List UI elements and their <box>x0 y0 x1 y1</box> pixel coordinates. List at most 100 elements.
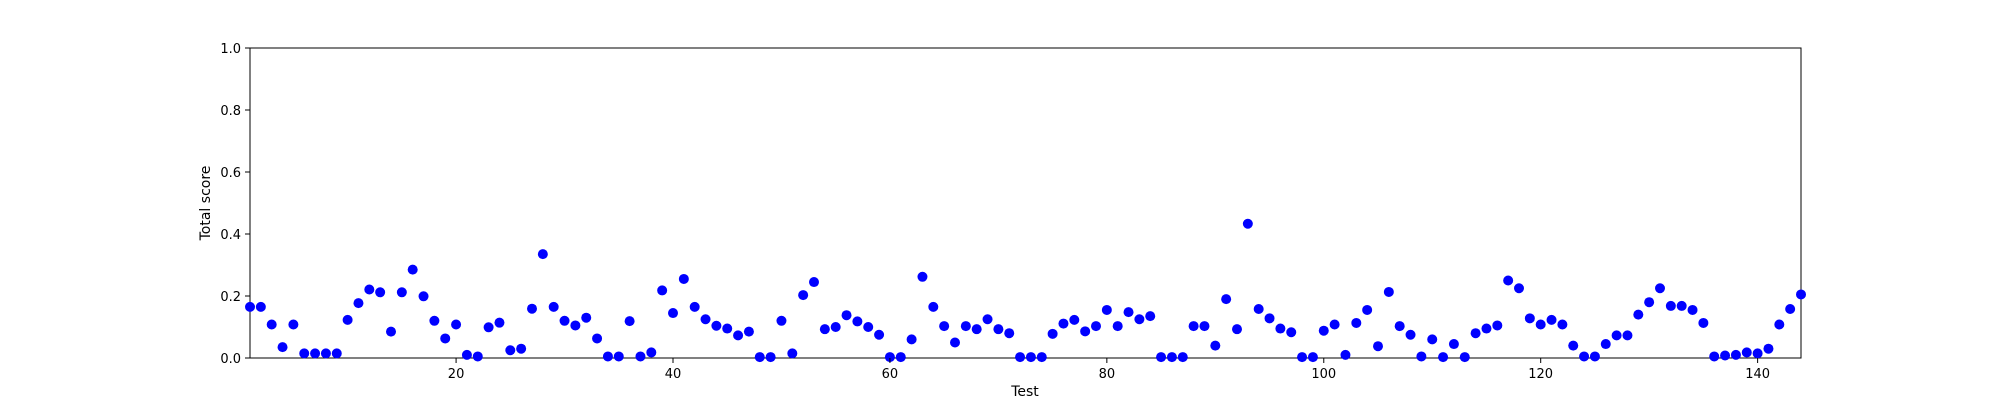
data-point <box>1709 351 1720 362</box>
data-point <box>852 316 863 327</box>
data-point <box>1156 352 1167 363</box>
data-point <box>1025 352 1036 363</box>
data-point <box>678 273 689 284</box>
data-point <box>1362 304 1373 315</box>
data-point <box>1069 314 1080 325</box>
data-point <box>1774 319 1785 330</box>
data-point <box>841 310 852 321</box>
data-point <box>527 303 537 314</box>
data-point <box>928 301 939 312</box>
data-point <box>1373 341 1383 352</box>
data-point <box>1557 319 1568 330</box>
data-point <box>570 320 581 331</box>
data-point <box>1318 325 1329 336</box>
data-point <box>1763 343 1774 354</box>
data-point <box>1741 347 1752 358</box>
data-point <box>993 324 1004 335</box>
data-point <box>1427 334 1438 345</box>
data-point <box>1633 309 1644 320</box>
y-axis-label: Total score <box>198 166 214 242</box>
data-point <box>342 314 353 325</box>
x-tick-label: 80 <box>1099 367 1116 382</box>
data-point <box>516 343 527 354</box>
data-point <box>1340 349 1351 360</box>
data-point <box>1101 304 1112 315</box>
x-tick-label: 20 <box>448 367 465 382</box>
data-point <box>1199 321 1210 332</box>
data-point <box>277 342 288 353</box>
data-point <box>1785 304 1796 315</box>
data-point <box>1524 313 1535 324</box>
data-point <box>1568 340 1579 351</box>
data-point <box>1470 328 1481 339</box>
y-tick-label: 1.0 <box>220 42 241 57</box>
data-point <box>429 315 440 326</box>
x-tick-label: 100 <box>1311 367 1336 382</box>
data-point <box>483 322 494 333</box>
data-point <box>1405 329 1416 340</box>
data-point <box>1123 307 1134 318</box>
y-tick-label: 0.4 <box>220 228 241 243</box>
data-point <box>1188 321 1199 332</box>
data-point <box>245 301 255 312</box>
data-point <box>375 287 386 298</box>
plot-area <box>245 47 1806 363</box>
data-point <box>917 271 928 282</box>
data-point <box>581 312 592 323</box>
data-point <box>1514 283 1524 294</box>
data-point <box>1058 318 1069 329</box>
data-point <box>776 315 787 326</box>
data-point <box>754 352 765 363</box>
data-point <box>863 322 874 332</box>
data-point <box>310 348 321 359</box>
data-point <box>472 351 483 362</box>
data-point <box>505 345 516 356</box>
data-point <box>353 298 364 309</box>
data-point <box>1112 321 1123 332</box>
data-point <box>1535 319 1546 330</box>
data-point <box>494 317 505 328</box>
data-point <box>1752 348 1763 359</box>
data-point <box>809 277 819 288</box>
data-point <box>939 321 950 332</box>
data-point <box>548 301 559 312</box>
data-point <box>733 330 744 341</box>
data-point <box>537 249 548 260</box>
data-points <box>245 218 1806 363</box>
data-point <box>1307 352 1318 363</box>
data-point <box>1589 351 1600 362</box>
data-point <box>1329 319 1340 330</box>
data-point <box>1730 349 1741 360</box>
data-point <box>1210 340 1221 351</box>
data-point <box>1264 313 1275 324</box>
data-point <box>1394 321 1405 332</box>
data-point <box>1503 275 1514 286</box>
data-point <box>1546 314 1557 325</box>
data-point <box>950 337 960 348</box>
data-point <box>331 348 342 359</box>
data-point <box>602 351 613 362</box>
data-point <box>743 326 754 337</box>
x-tick-label: 40 <box>665 367 682 382</box>
data-point <box>299 348 310 359</box>
data-point <box>982 314 993 325</box>
data-point <box>1232 324 1242 335</box>
data-point <box>1720 350 1731 361</box>
data-point <box>1416 351 1427 362</box>
data-point <box>722 323 733 334</box>
data-point <box>830 322 841 332</box>
data-point <box>559 315 570 326</box>
y-tick-label: 0.6 <box>220 166 241 181</box>
data-point <box>787 348 798 359</box>
data-point <box>700 314 711 325</box>
data-point <box>364 284 375 295</box>
data-point <box>1579 351 1590 362</box>
data-point <box>1622 330 1633 341</box>
data-point <box>1676 300 1687 311</box>
data-point <box>266 319 277 330</box>
data-point <box>320 348 331 359</box>
y-axis: 0.0 0.2 0.4 0.6 0.8 1.0 <box>220 42 250 367</box>
data-point <box>386 326 396 337</box>
data-point <box>1600 339 1611 350</box>
data-point <box>592 333 603 344</box>
